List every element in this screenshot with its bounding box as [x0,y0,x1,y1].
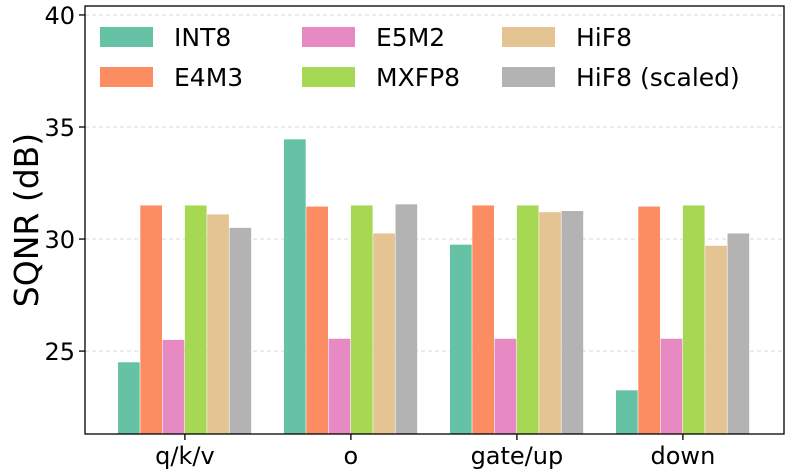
x-axis-ticks: q/k/v o gate/up down [155,434,715,470]
y-axis-label: SQNR (dB) [7,133,46,307]
legend-label: HiF8 (scaled) [576,63,740,92]
bar-mxfp8-down [682,205,705,434]
bar-hif8-scaled-o [395,204,418,434]
bar-e5m2-down [660,338,683,434]
legend-label: E4M3 [174,63,243,92]
y-tick-label: 35 [44,114,75,142]
bar-int8-down [616,390,638,434]
bar-hif8-gate-up [539,212,561,434]
legend-label: INT8 [174,23,231,52]
y-tick-label: 25 [44,338,75,366]
legend-label: HiF8 [576,23,632,52]
plot-frame [84,5,785,435]
legend-label: MXFP8 [376,63,460,92]
bar-hif8-down [705,245,727,434]
bar-int8-q-k-v [118,362,140,434]
bar-e4m3-o [306,206,328,434]
legend-swatch-e5m2 [302,27,355,47]
bar-e5m2-o [328,338,351,434]
bar-e4m3-gate-up [472,205,494,434]
bar-hif8-o [373,233,395,434]
legend-swatch-hif8-scaled [502,67,555,87]
bar-hif8-scaled-down [727,233,750,434]
x-tick-label: down [651,442,716,470]
legend: INT8 E4M3 E5M2 MXFP8 HiF8 HiF8 (scaled) [100,23,740,92]
bar-hif8-q-k-v [207,214,229,434]
bar-e4m3-q-k-v [140,205,162,434]
bar-int8-o [284,139,306,435]
bar-e5m2-q-k-v [162,339,185,434]
bar-hif8-scaled-q-k-v [229,227,252,434]
bar-int8-gate-up [450,244,472,434]
y-tick-label: 30 [44,226,75,254]
bar-e5m2-gate-up [494,338,517,434]
legend-swatch-int8 [100,27,153,47]
x-tick-label: o [344,442,359,470]
legend-swatch-mxfp8 [302,67,355,87]
bar-hif8-scaled-gate-up [561,211,584,434]
bar-mxfp8-q-k-v [184,205,207,434]
bar-e4m3-down [638,206,660,434]
y-axis-ticks: 25 30 35 40 [44,2,85,366]
legend-label: E5M2 [376,23,445,52]
bar-mxfp8-o [350,205,373,434]
legend-swatch-hif8 [502,27,555,47]
x-tick-label: gate/up [471,442,564,470]
x-tick-label: q/k/v [155,442,215,470]
y-tick-label: 40 [44,2,75,30]
legend-swatch-e4m3 [100,67,153,87]
bars [118,139,750,435]
bar-mxfp8-gate-up [516,205,539,434]
